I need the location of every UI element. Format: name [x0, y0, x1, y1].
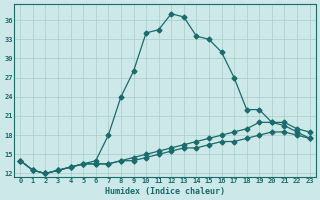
X-axis label: Humidex (Indice chaleur): Humidex (Indice chaleur) — [105, 187, 225, 196]
